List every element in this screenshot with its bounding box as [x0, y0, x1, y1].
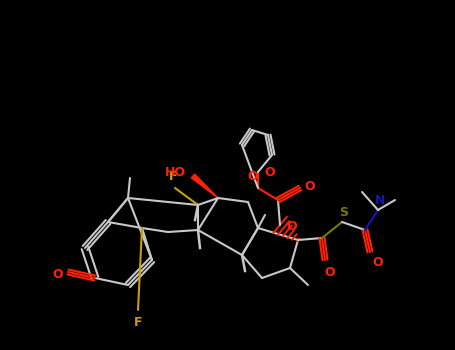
Text: N: N — [375, 194, 385, 206]
Text: O: O — [305, 180, 315, 193]
Text: O: O — [53, 267, 63, 280]
Text: F: F — [134, 315, 142, 329]
Text: O: O — [265, 166, 275, 178]
Polygon shape — [192, 174, 218, 198]
Text: O: O — [325, 266, 335, 279]
Text: F: F — [169, 169, 177, 182]
Text: HO: HO — [165, 166, 186, 178]
Text: O: O — [373, 256, 383, 268]
Text: S: S — [339, 205, 349, 218]
Text: O: O — [287, 220, 297, 233]
Text: O: O — [248, 169, 258, 182]
